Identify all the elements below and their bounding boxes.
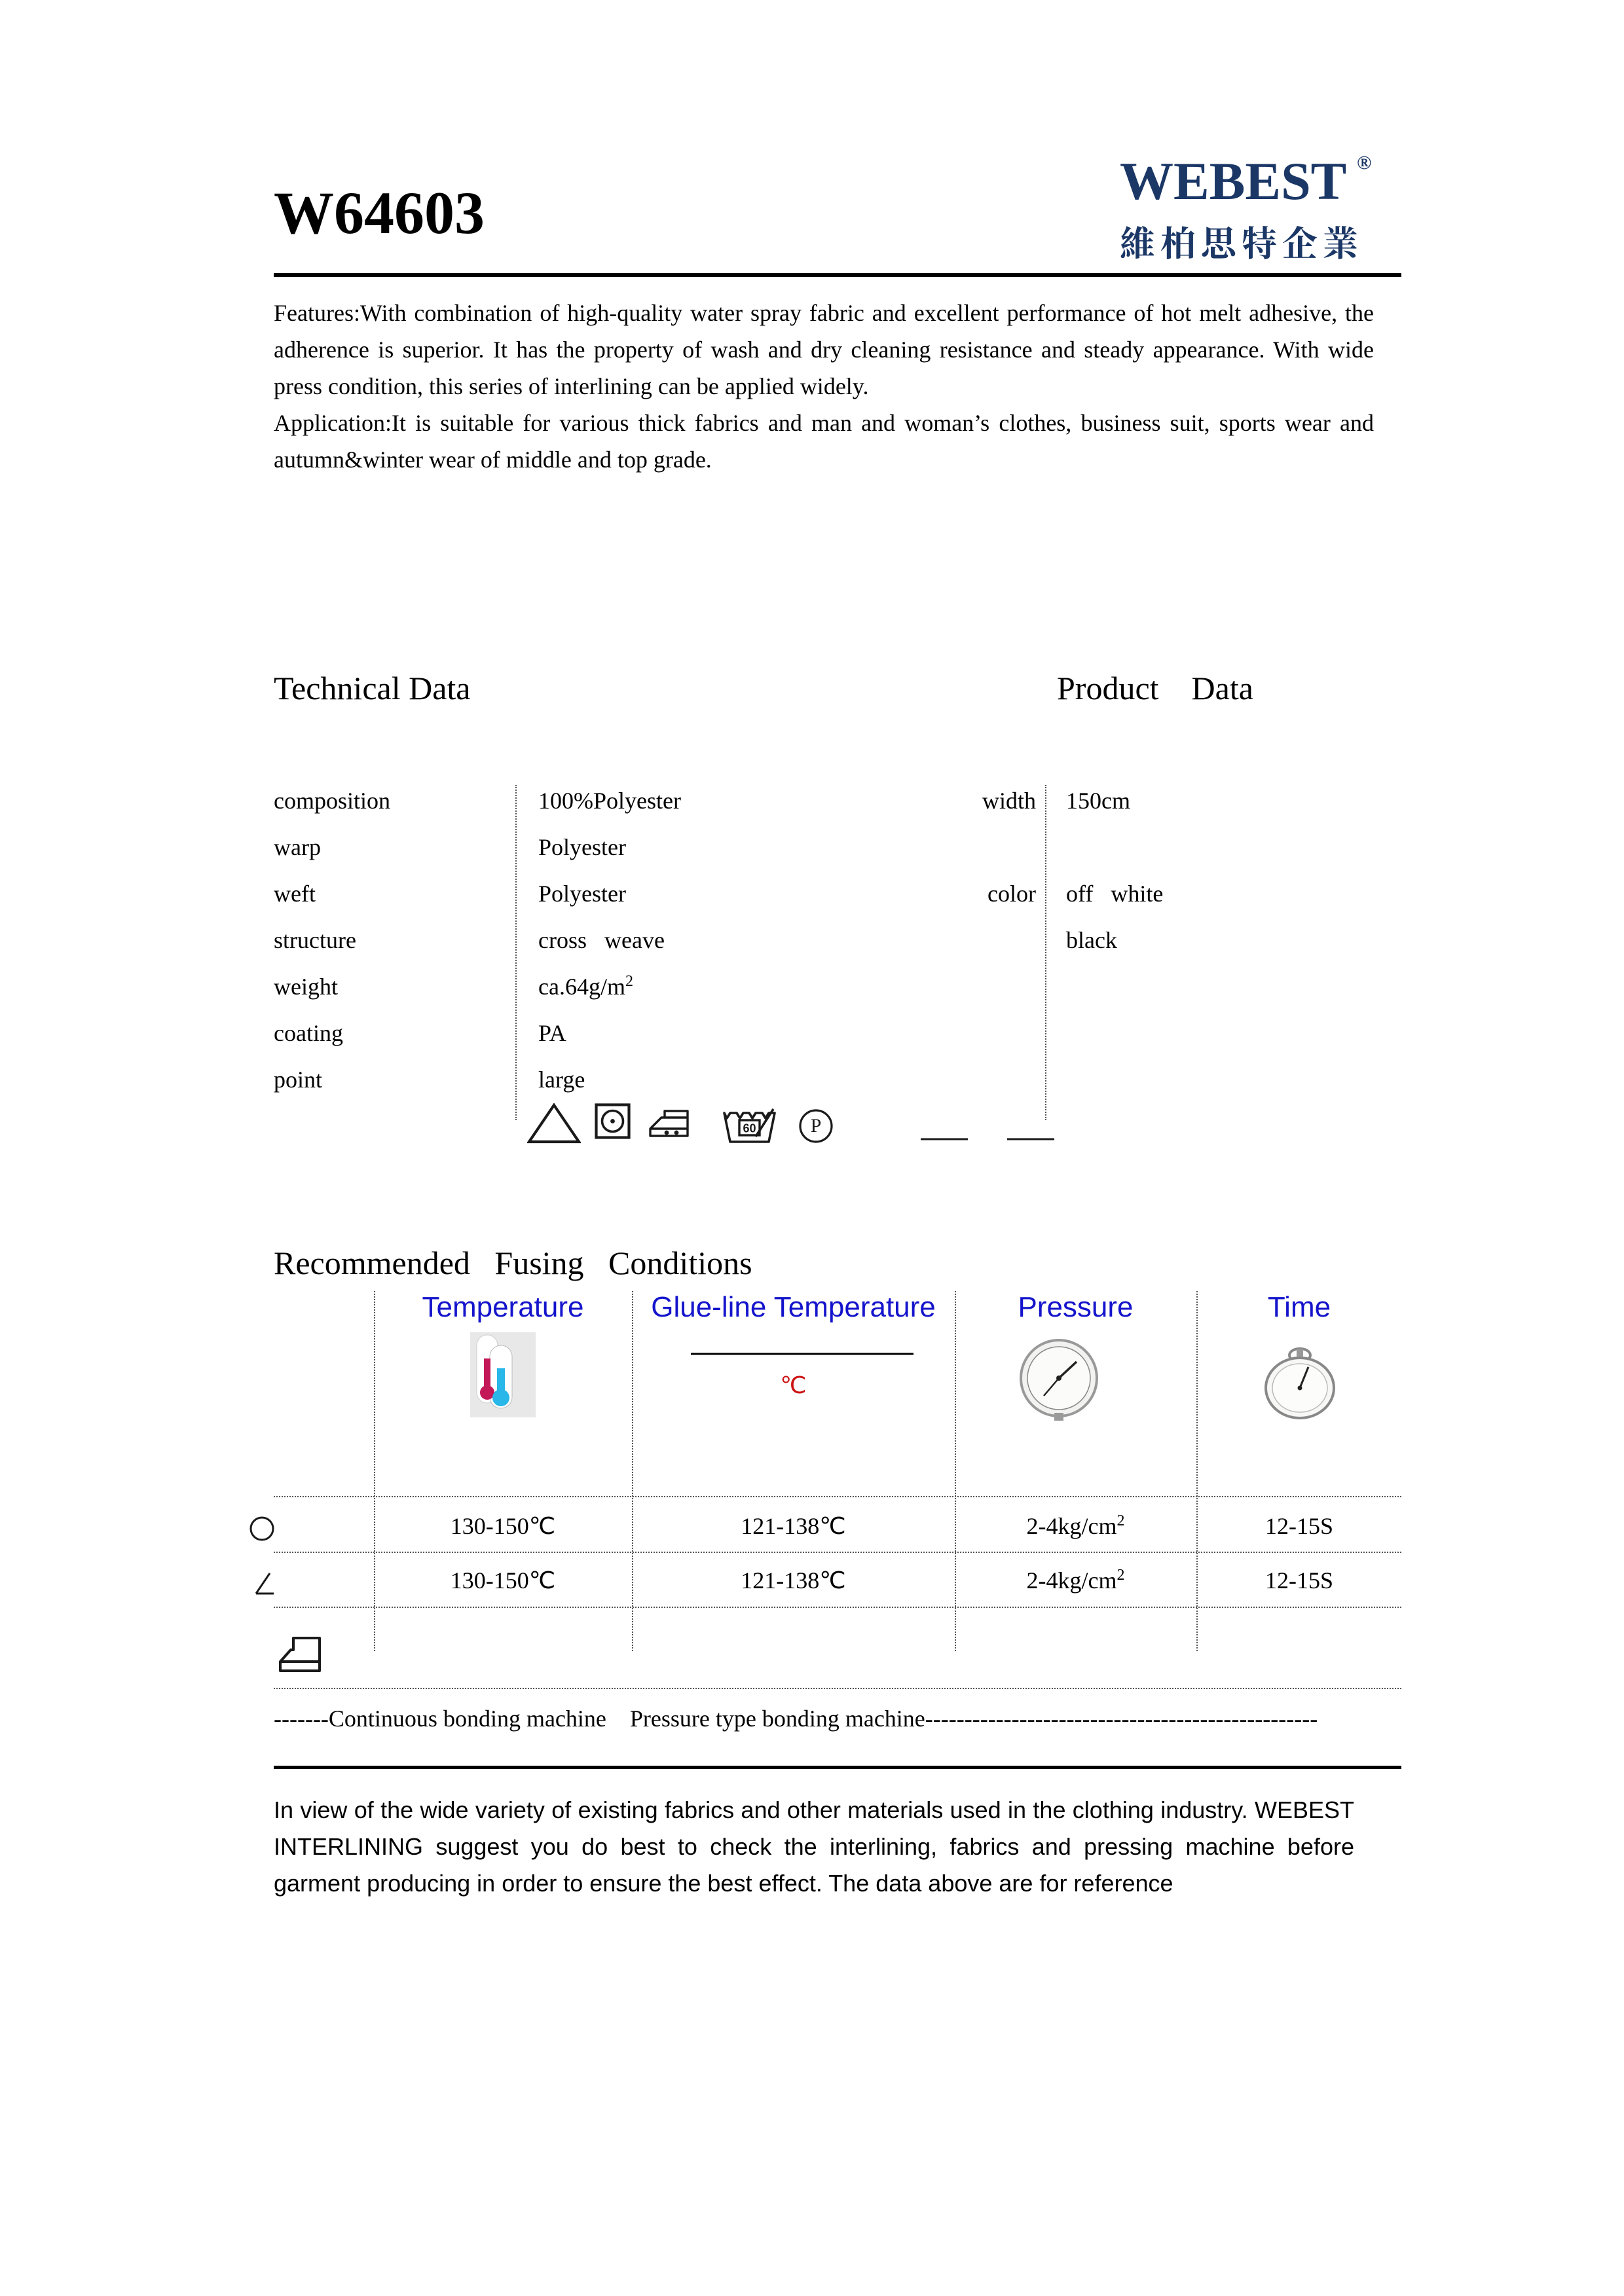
svg-text:P: P (811, 1115, 822, 1137)
svg-text:60: 60 (743, 1122, 756, 1135)
